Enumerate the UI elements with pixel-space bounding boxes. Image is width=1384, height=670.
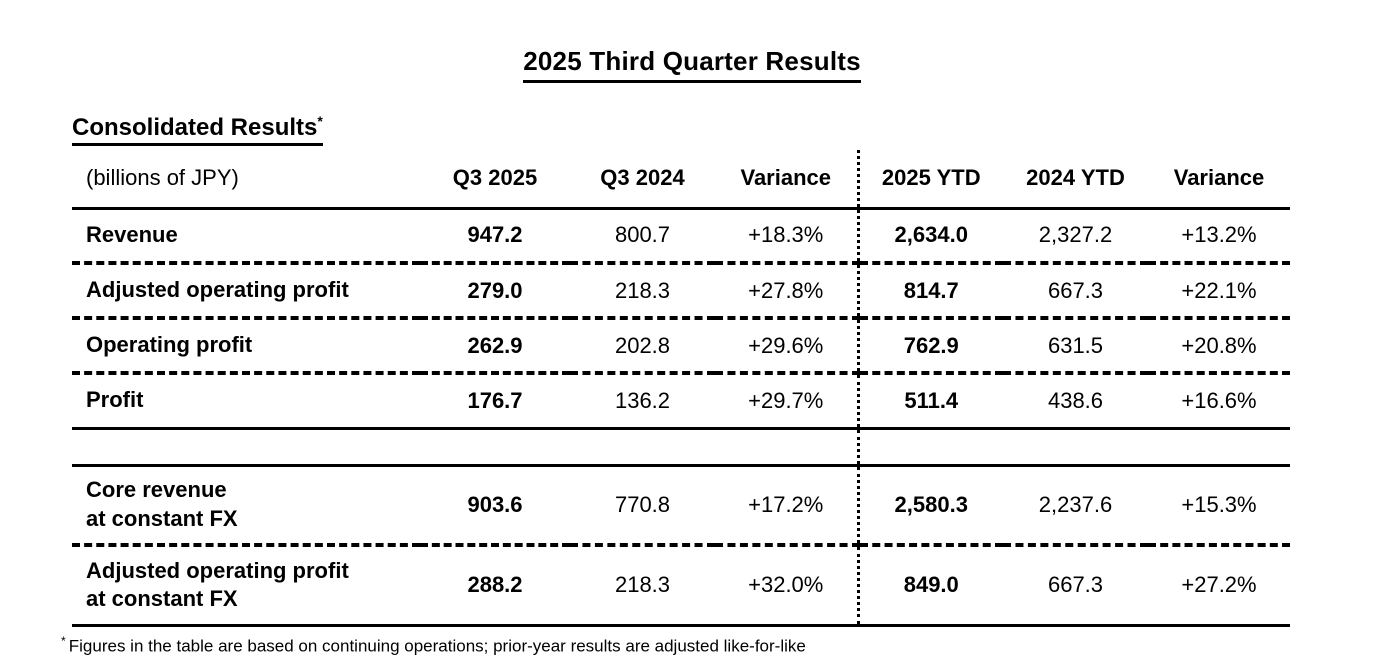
footnote-marker: * (61, 633, 66, 648)
spacer-cell (856, 428, 1290, 467)
row-label: Core revenue at constant FX (72, 465, 420, 547)
cell-variance-q3: +29.7% (715, 373, 858, 430)
page-title: 2025 Third Quarter Results (523, 46, 861, 83)
cell-q3-2024: 770.8 (570, 465, 715, 547)
column-header-variance-ytd: Variance (1148, 150, 1290, 210)
cell-q3-2025: 176.7 (420, 373, 570, 430)
table-row-adjusted-operating-profit: Adjusted operating profit 279.0 218.3 +2… (72, 263, 1290, 320)
cell-2025-ytd: 762.9 (856, 318, 1003, 375)
column-header-q3-2024: Q3 2024 (570, 150, 715, 210)
section-heading-text: Consolidated Results (72, 114, 318, 141)
cell-2025-ytd: 2,634.0 (856, 208, 1003, 265)
table-header-row: (billions of JPY) Q3 2025 Q3 2024 Varian… (72, 150, 1290, 210)
cell-q3-2025: 947.2 (420, 208, 570, 265)
cell-variance-ytd: +15.3% (1148, 465, 1290, 547)
cell-q3-2024: 218.3 (570, 545, 715, 627)
cell-2024-ytd: 631.5 (1003, 318, 1148, 375)
cell-variance-ytd: +13.2% (1148, 208, 1290, 265)
cell-variance-q3: +32.0% (715, 545, 858, 627)
row-label: Operating profit (72, 318, 420, 375)
row-label: Profit (72, 373, 420, 430)
cell-variance-q3: +27.8% (715, 263, 858, 320)
footnote: * Figures in the table are based on conti… (61, 634, 1384, 657)
cell-2024-ytd: 438.6 (1003, 373, 1148, 430)
table-row-profit: Profit 176.7 136.2 +29.7% 511.4 438.6 +1… (72, 373, 1290, 430)
cell-2025-ytd: 849.0 (856, 545, 1003, 627)
cell-2024-ytd: 667.3 (1003, 263, 1148, 320)
cell-q3-2024: 136.2 (570, 373, 715, 430)
row-label: Revenue (72, 208, 420, 265)
cell-2024-ytd: 2,237.6 (1003, 465, 1148, 547)
cell-variance-ytd: +20.8% (1148, 318, 1290, 375)
row-label: Adjusted operating profit (72, 263, 420, 320)
section-heading: Consolidated Results* (72, 113, 1384, 146)
table-row-core-revenue-constant-fx: Core revenue at constant FX 903.6 770.8 +… (72, 465, 1290, 547)
row-label: Adjusted operating profit at constant FX (72, 545, 420, 627)
column-header-variance-q3: Variance (715, 150, 858, 210)
cell-q3-2024: 800.7 (570, 208, 715, 265)
column-header-q3-2025: Q3 2025 (420, 150, 570, 210)
column-header-unit: (billions of JPY) (72, 150, 420, 210)
cell-2024-ytd: 667.3 (1003, 545, 1148, 627)
cell-q3-2025: 262.9 (420, 318, 570, 375)
spacer-cell (72, 428, 858, 467)
table-row-operating-profit: Operating profit 262.9 202.8 +29.6% 762.… (72, 318, 1290, 375)
column-header-2025-ytd: 2025 YTD (856, 150, 1003, 210)
cell-variance-ytd: +27.2% (1148, 545, 1290, 627)
footnote-text: Figures in the table are based on contin… (68, 636, 806, 656)
results-document: 2025 Third Quarter Results Consolidated … (61, 46, 1384, 657)
cell-variance-q3: +18.3% (715, 208, 858, 265)
cell-variance-q3: +17.2% (715, 465, 858, 547)
cell-variance-ytd: +16.6% (1148, 373, 1290, 430)
table-row-revenue: Revenue 947.2 800.7 +18.3% 2,634.0 2,327… (72, 208, 1290, 265)
cell-q3-2025: 279.0 (420, 263, 570, 320)
cell-variance-ytd: +22.1% (1148, 263, 1290, 320)
cell-q3-2025: 288.2 (420, 545, 570, 627)
consolidated-results-table: (billions of JPY) Q3 2025 Q3 2024 Varian… (72, 150, 1290, 627)
cell-2025-ytd: 511.4 (856, 373, 1003, 430)
cell-2025-ytd: 814.7 (856, 263, 1003, 320)
table-row-adjusted-operating-profit-constant-fx: Adjusted operating profit at constant FX … (72, 545, 1290, 627)
cell-q3-2024: 218.3 (570, 263, 715, 320)
column-header-2024-ytd: 2024 YTD (1003, 150, 1148, 210)
cell-q3-2024: 202.8 (570, 318, 715, 375)
cell-variance-q3: +29.6% (715, 318, 858, 375)
cell-2024-ytd: 2,327.2 (1003, 208, 1148, 265)
section-note-marker: * (317, 113, 323, 129)
cell-2025-ytd: 2,580.3 (856, 465, 1003, 547)
cell-q3-2025: 903.6 (420, 465, 570, 547)
table-spacer-row (72, 428, 1290, 467)
